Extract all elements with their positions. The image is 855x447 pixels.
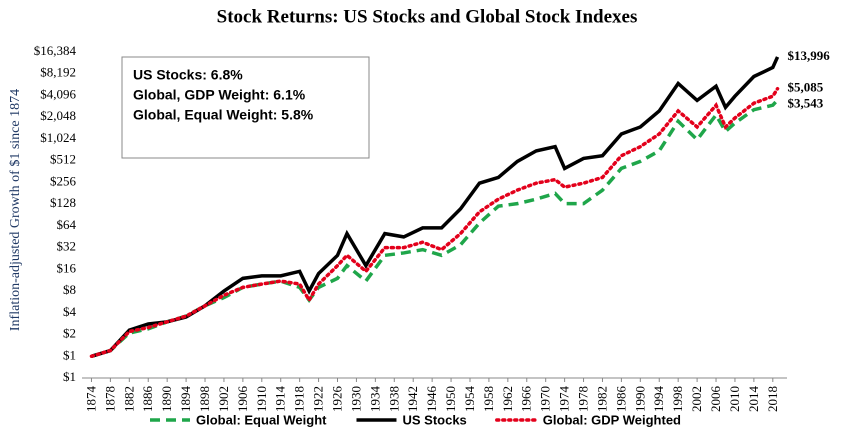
chart-title: Stock Returns: US Stocks and Global Stoc… (217, 6, 638, 27)
x-tick-label: 1958 (481, 386, 496, 412)
y-tick-label: $128 (50, 195, 76, 210)
x-tick-label: 1998 (670, 386, 685, 412)
x-tick-label: 1966 (519, 386, 534, 413)
legend-label: Global: Equal Weight (196, 412, 327, 427)
x-tick-label: 1914 (273, 386, 288, 413)
series-line (90, 98, 779, 358)
y-tick-label: $16,384 (34, 43, 77, 58)
x-tick-label: 1970 (538, 386, 553, 412)
legend-label: Global: GDP Weighted (543, 412, 681, 427)
series-line (89, 86, 780, 359)
x-tick-label: 2010 (727, 386, 742, 412)
annotation: Global, GDP Weight: 6.1% (133, 87, 306, 103)
x-tick-label: 1874 (83, 386, 98, 413)
x-tick-label: 1974 (557, 386, 572, 413)
y-tick-label: $8 (63, 282, 76, 297)
x-tick-label: 1986 (613, 386, 628, 413)
x-tick-label: 1926 (329, 386, 344, 413)
x-tick-label: 2018 (765, 386, 780, 412)
annotation-box (121, 56, 370, 159)
y-axis-title: Inflation-adjusted Growth of $1 since 18… (8, 89, 23, 331)
x-tick-label: 1894 (178, 386, 193, 413)
y-tick-label: $2 (63, 326, 76, 341)
y-tick-label: $32 (57, 239, 77, 254)
y-tick-label: $1,024 (40, 130, 76, 145)
x-tick-label: 1930 (348, 386, 363, 412)
y-tick-label: $1 (63, 347, 76, 362)
x-tick-label: 2006 (708, 386, 723, 413)
y-tick-label: $1 (63, 369, 76, 384)
y-tick-label: $256 (50, 173, 77, 188)
x-tick-label: 1902 (216, 386, 231, 412)
y-tick-label: $8,192 (40, 65, 76, 80)
x-tick-label: 1898 (197, 386, 212, 412)
legend-label: US Stocks (402, 412, 466, 427)
x-tick-label: 1962 (500, 386, 515, 412)
x-tick-label: 1990 (632, 386, 647, 412)
x-tick-label: 1954 (462, 386, 477, 413)
x-tick-label: 1878 (102, 386, 117, 412)
y-tick-label: $2,048 (40, 108, 76, 123)
x-tick-label: 2014 (746, 386, 761, 413)
x-tick-label: 1994 (651, 386, 666, 413)
y-tick-label: $512 (50, 152, 76, 167)
end-label: $5,085 (788, 80, 824, 95)
x-tick-label: 1906 (235, 386, 250, 413)
annotation: Global, Equal Weight: 5.8% (133, 107, 314, 123)
y-tick-label: $4 (63, 304, 77, 319)
x-tick-label: 1890 (159, 386, 174, 412)
y-tick-label: $16 (57, 260, 77, 275)
x-tick-label: 1886 (140, 386, 155, 413)
x-tick-label: 1882 (121, 386, 136, 412)
x-tick-label: 1918 (292, 386, 307, 412)
x-tick-label: 1910 (254, 386, 269, 412)
series-line (90, 56, 780, 358)
x-tick-label: 1982 (594, 386, 609, 412)
x-tick-label: 2002 (689, 386, 704, 412)
end-label: $13,996 (788, 48, 831, 63)
end-label: $3,543 (788, 96, 824, 111)
y-tick-label: $4,096 (40, 86, 76, 101)
x-tick-label: 1934 (367, 386, 382, 413)
x-tick-label: 1978 (576, 386, 591, 412)
x-tick-label: 1938 (386, 386, 401, 412)
y-tick-label: $64 (57, 217, 77, 232)
x-tick-label: 1950 (443, 386, 458, 412)
annotation: US Stocks: 6.8% (133, 67, 243, 83)
x-tick-label: 1942 (405, 386, 420, 412)
x-tick-label: 1946 (424, 386, 439, 413)
x-tick-label: 1922 (311, 386, 326, 412)
